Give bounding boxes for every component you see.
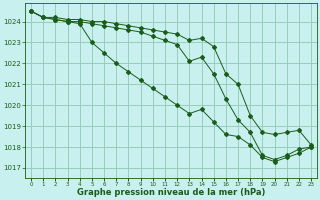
X-axis label: Graphe pression niveau de la mer (hPa): Graphe pression niveau de la mer (hPa) — [77, 188, 265, 197]
